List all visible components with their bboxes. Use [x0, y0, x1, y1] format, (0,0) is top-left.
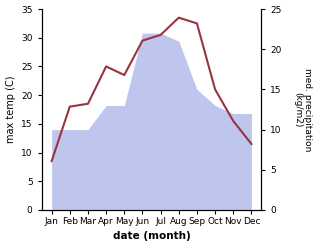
Y-axis label: max temp (C): max temp (C)	[5, 76, 16, 143]
X-axis label: date (month): date (month)	[113, 231, 190, 242]
Y-axis label: med. precipitation
(kg/m2): med. precipitation (kg/m2)	[293, 68, 313, 151]
